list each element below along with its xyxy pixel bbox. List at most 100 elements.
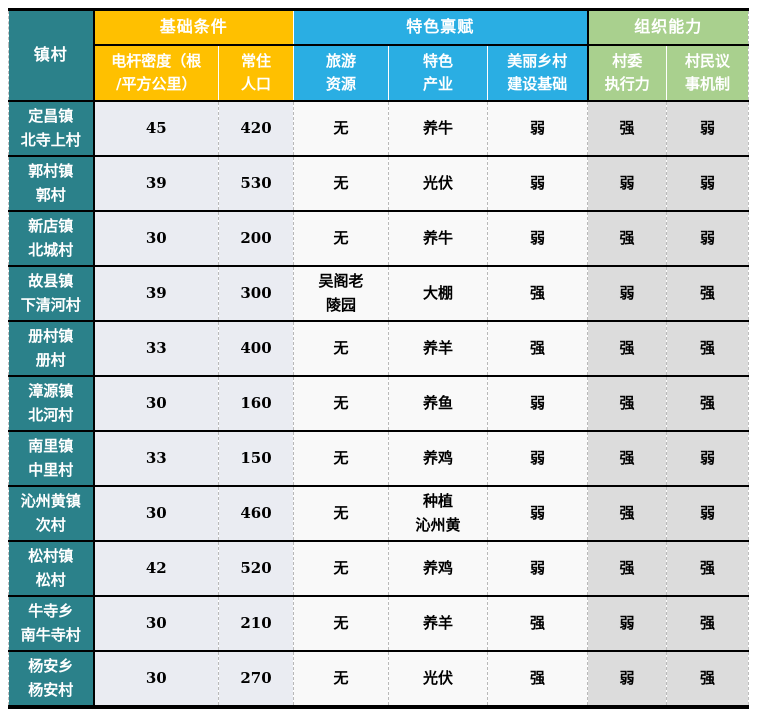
cell-industry: 种植 沁州黄 — [388, 486, 488, 541]
cell-committee_execution: 弱 — [587, 156, 667, 211]
corner-header-town-village: 镇村 — [8, 9, 95, 101]
village-name-cell: 定昌镇 北寺上村 — [8, 101, 95, 156]
cell-beautiful_village_base: 强 — [487, 321, 588, 376]
village-name-cell: 沁州黄镇 次村 — [8, 486, 95, 541]
cell-beautiful_village_base: 强 — [487, 596, 588, 651]
group-header-row: 镇村 基础条件 特色禀赋 组织能力 — [8, 9, 749, 101]
table-row: 松村镇 松村 42 520 无养鸡弱强强 — [8, 541, 749, 596]
cell-villager_council: 强 — [666, 541, 749, 596]
village-name-cell: 松村镇 松村 — [8, 541, 95, 596]
cell-villager_council: 强 — [666, 376, 749, 431]
cell-tourism: 无 — [293, 101, 389, 156]
cell-villager_council: 弱 — [666, 431, 749, 486]
cell-population: 160 — [217, 376, 294, 431]
cell-population: 270 — [217, 651, 294, 707]
village-name-cell: 漳源镇 北河村 — [8, 376, 95, 431]
cell-tourism: 无 — [293, 321, 389, 376]
cell-industry: 养牛 — [388, 101, 488, 156]
cell-pole_density: 39 — [93, 156, 219, 211]
column-header-tourism: 旅游 资源 — [293, 44, 389, 101]
cell-committee_execution: 强 — [587, 211, 667, 266]
cell-beautiful_village_base: 强 — [487, 266, 588, 321]
cell-beautiful_village_base: 弱 — [487, 541, 588, 596]
cell-villager_council: 强 — [666, 651, 749, 707]
village-name-cell: 牛寺乡 南牛寺村 — [8, 596, 95, 651]
village-name-cell: 故县镇 下清河村 — [8, 266, 95, 321]
cell-beautiful_village_base: 弱 — [487, 211, 588, 266]
table-row: 新店镇 北城村 30 200 无养牛弱强弱 — [8, 211, 749, 266]
cell-tourism: 无 — [293, 541, 389, 596]
cell-beautiful_village_base: 弱 — [487, 101, 588, 156]
cell-industry: 光伏 — [388, 651, 488, 707]
cell-tourism: 无 — [293, 651, 389, 707]
table-row: 南里镇 中里村 33 150 无养鸡弱强弱 — [8, 431, 749, 486]
cell-pole_density: 33 — [93, 321, 219, 376]
cell-beautiful_village_base: 强 — [487, 651, 588, 707]
table-header: 镇村 基础条件 特色禀赋 组织能力 电杆密度（根 /平方公里） 常住 人口 旅游 资… — [8, 9, 749, 101]
column-header-committee_execution: 村委 执行力 — [586, 44, 667, 101]
cell-beautiful_village_base: 弱 — [487, 431, 588, 486]
cell-industry: 养鸡 — [388, 541, 488, 596]
cell-population: 210 — [217, 596, 294, 651]
cell-pole_density: 33 — [93, 431, 219, 486]
cell-villager_council: 弱 — [666, 211, 749, 266]
table-row: 故县镇 下清河村 39 300 吴阁老 陵园 大棚强弱强 — [8, 266, 749, 321]
cell-committee_execution: 强 — [587, 431, 667, 486]
cell-tourism: 无 — [293, 211, 389, 266]
village-name-cell: 杨安乡 杨安村 — [8, 651, 95, 707]
cell-industry: 养羊 — [388, 596, 488, 651]
cell-population: 530 — [217, 156, 294, 211]
cell-villager_council: 强 — [666, 596, 749, 651]
group-header-basic-conditions: 基础条件 — [92, 9, 294, 45]
cell-population: 200 — [217, 211, 294, 266]
cell-pole_density: 30 — [93, 211, 219, 266]
cell-industry: 光伏 — [388, 156, 488, 211]
cell-committee_execution: 强 — [587, 486, 667, 541]
cell-population: 520 — [217, 541, 294, 596]
table-row: 沁州黄镇 次村 30 460 无种植 沁州黄弱强弱 — [8, 486, 749, 541]
cell-population: 420 — [217, 101, 294, 156]
table-body: 定昌镇 北寺上村 45 420 无养牛弱强弱郭村镇 郭村 39 530 无光伏弱弱弱新店镇 … — [8, 101, 749, 707]
cell-pole_density: 30 — [93, 376, 219, 431]
table-row: 定昌镇 北寺上村 45 420 无养牛弱强弱 — [8, 101, 749, 156]
village-name-cell: 册村镇 册村 — [8, 321, 95, 376]
column-header-villager_council: 村民议 事机制 — [666, 44, 749, 101]
table-row: 杨安乡 杨安村 30 270 无光伏强弱强 — [8, 651, 749, 707]
cell-committee_execution: 弱 — [587, 651, 667, 707]
column-header-industry: 特色 产业 — [388, 44, 488, 101]
cell-population: 460 — [217, 486, 294, 541]
cell-committee_execution: 强 — [587, 541, 667, 596]
cell-pole_density: 42 — [93, 541, 219, 596]
cell-tourism: 无 — [293, 376, 389, 431]
sub-header-row: 电杆密度（根 /平方公里） 常住 人口 旅游 资源 特色 产业 美丽乡村 建设基础 村委 … — [9, 44, 749, 101]
village-name-cell: 南里镇 中里村 — [8, 431, 95, 486]
group-header-organizational-capacity: 组织能力 — [586, 9, 749, 45]
cell-committee_execution: 强 — [587, 321, 667, 376]
cell-tourism: 无 — [293, 156, 389, 211]
cell-industry: 养羊 — [388, 321, 488, 376]
column-header-pole_density: 电杆密度（根 /平方公里） — [93, 44, 219, 101]
village-assessment-table: 镇村 基础条件 特色禀赋 组织能力 电杆密度（根 /平方公里） 常住 人口 旅游 资… — [8, 8, 750, 709]
column-header-population: 常住 人口 — [217, 44, 294, 101]
cell-pole_density: 30 — [93, 651, 219, 707]
cell-villager_council: 弱 — [666, 486, 749, 541]
column-header-beautiful_village_base: 美丽乡村 建设基础 — [487, 44, 588, 101]
cell-committee_execution: 强 — [587, 376, 667, 431]
cell-committee_execution: 强 — [587, 101, 667, 156]
cell-tourism: 无 — [293, 486, 389, 541]
cell-industry: 养牛 — [388, 211, 488, 266]
cell-villager_council: 强 — [666, 266, 749, 321]
cell-villager_council: 弱 — [666, 101, 749, 156]
cell-committee_execution: 弱 — [587, 596, 667, 651]
cell-villager_council: 弱 — [666, 156, 749, 211]
cell-beautiful_village_base: 弱 — [487, 156, 588, 211]
cell-pole_density: 45 — [93, 101, 219, 156]
cell-tourism: 吴阁老 陵园 — [293, 266, 389, 321]
table-row: 郭村镇 郭村 39 530 无光伏弱弱弱 — [8, 156, 749, 211]
cell-industry: 大棚 — [388, 266, 488, 321]
cell-tourism: 无 — [293, 596, 389, 651]
cell-pole_density: 30 — [93, 486, 219, 541]
cell-tourism: 无 — [293, 431, 389, 486]
cell-villager_council: 强 — [666, 321, 749, 376]
